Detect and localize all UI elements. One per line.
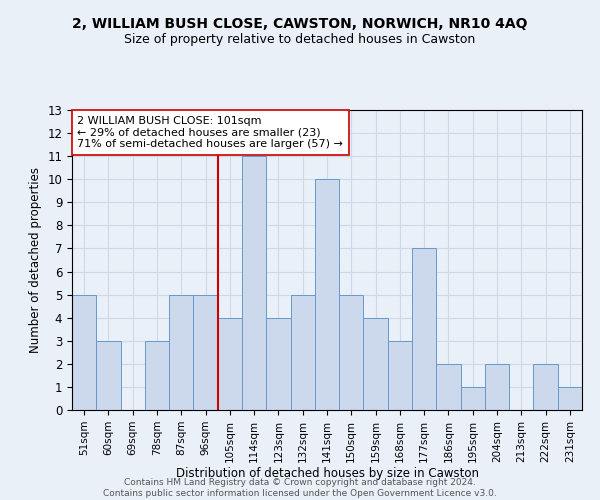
Bar [145, 341, 169, 410]
Bar [218, 318, 242, 410]
Bar [72, 294, 96, 410]
Bar [193, 294, 218, 410]
Bar [339, 294, 364, 410]
Bar [388, 341, 412, 410]
Bar [364, 318, 388, 410]
X-axis label: Distribution of detached houses by size in Cawston: Distribution of detached houses by size … [176, 468, 479, 480]
Text: 2 WILLIAM BUSH CLOSE: 101sqm
← 29% of detached houses are smaller (23)
71% of se: 2 WILLIAM BUSH CLOSE: 101sqm ← 29% of de… [77, 116, 343, 149]
Text: Contains HM Land Registry data © Crown copyright and database right 2024.
Contai: Contains HM Land Registry data © Crown c… [103, 478, 497, 498]
Bar [461, 387, 485, 410]
Text: 2, WILLIAM BUSH CLOSE, CAWSTON, NORWICH, NR10 4AQ: 2, WILLIAM BUSH CLOSE, CAWSTON, NORWICH,… [72, 18, 528, 32]
Bar [290, 294, 315, 410]
Bar [533, 364, 558, 410]
Text: Size of property relative to detached houses in Cawston: Size of property relative to detached ho… [124, 32, 476, 46]
Bar [315, 179, 339, 410]
Bar [412, 248, 436, 410]
Bar [242, 156, 266, 410]
Bar [558, 387, 582, 410]
Y-axis label: Number of detached properties: Number of detached properties [29, 167, 42, 353]
Bar [266, 318, 290, 410]
Bar [169, 294, 193, 410]
Bar [485, 364, 509, 410]
Bar [96, 341, 121, 410]
Bar [436, 364, 461, 410]
